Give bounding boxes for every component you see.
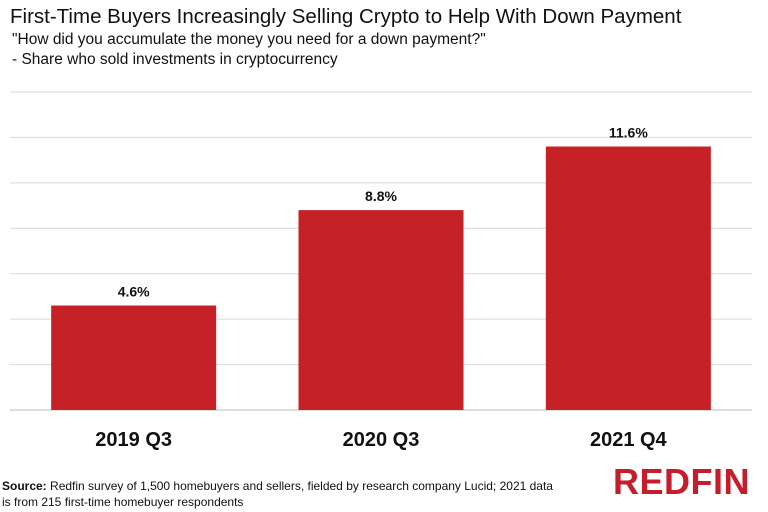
- source-label: Source:: [2, 479, 47, 493]
- redfin-logo: REDFIN: [613, 461, 750, 502]
- bar-2019-q3: [51, 305, 217, 410]
- value-label: 8.8%: [365, 188, 397, 204]
- category-label: 2020 Q3: [343, 429, 420, 451]
- chart-title: First-Time Buyers Increasingly Selling C…: [10, 5, 682, 28]
- value-labels: 4.6% 8.8% 11.6%: [118, 125, 649, 300]
- chart-subtitle-question: "How did you accumulate the money you ne…: [12, 31, 486, 48]
- category-label: 2021 Q4: [590, 429, 668, 451]
- bar-2021-q4: [545, 146, 711, 410]
- value-label: 11.6%: [609, 125, 648, 141]
- source-text: Redfin survey of 1,500 homebuyers and se…: [2, 479, 553, 509]
- category-labels: 2019 Q3 2020 Q3 2021 Q4: [95, 429, 667, 451]
- bars: [51, 146, 711, 410]
- bar-2020-q3: [298, 210, 464, 410]
- value-label: 4.6%: [118, 284, 150, 300]
- bar-chart: 4.6% 8.8% 11.6% 2019 Q3 2020 Q3 2021 Q4: [10, 91, 752, 451]
- category-label: 2019 Q3: [95, 429, 172, 451]
- source-note: Source: Redfin survey of 1,500 homebuyer…: [2, 478, 562, 510]
- chart-subtitle-measure: - Share who sold investments in cryptocu…: [12, 51, 338, 68]
